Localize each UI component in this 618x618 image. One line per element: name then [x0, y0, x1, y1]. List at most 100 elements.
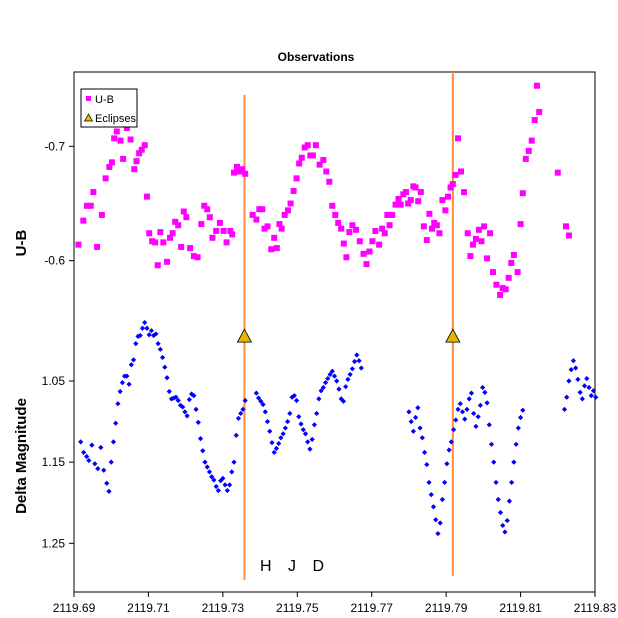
ub-point: [369, 238, 376, 245]
ub-point: [296, 160, 303, 167]
delta-point: [182, 409, 188, 415]
ub-point: [402, 189, 409, 196]
delta-point: [495, 496, 501, 503]
delta-point: [433, 517, 439, 523]
ub-point: [447, 184, 454, 191]
ub-point: [426, 210, 433, 217]
delta-point: [184, 413, 190, 419]
ub-point: [312, 142, 319, 149]
delta-point: [233, 432, 239, 438]
ub-point: [505, 274, 512, 281]
ub-point: [106, 163, 113, 170]
delta-point: [195, 419, 201, 425]
delta-point: [349, 366, 355, 372]
ub-point: [154, 262, 161, 269]
ub-point: [475, 226, 482, 233]
ub-point: [349, 222, 356, 229]
delta-point: [302, 431, 309, 437]
y-tick-label: -0.6: [44, 254, 65, 268]
delta-point: [343, 384, 349, 390]
delta-point: [347, 371, 353, 378]
ub-point: [323, 168, 330, 175]
delta-point: [307, 446, 313, 452]
delta-point: [462, 416, 468, 422]
delta-point: [101, 467, 107, 473]
delta-point: [311, 422, 318, 428]
delta-point: [488, 441, 495, 447]
delta-point: [419, 435, 425, 441]
ub-point: [397, 201, 404, 208]
delta-point: [166, 388, 172, 395]
delta-point: [468, 390, 475, 396]
delta-point: [264, 418, 271, 425]
delta-point: [566, 378, 572, 384]
delta-point: [410, 428, 416, 434]
ub-point: [253, 216, 260, 223]
ub-point: [531, 117, 538, 124]
ub-point: [276, 221, 283, 228]
ub-point: [178, 243, 185, 250]
ub-point: [204, 206, 211, 213]
delta-point: [255, 395, 262, 401]
ub-point: [316, 161, 323, 168]
x-axis: 2119.69 2119.71 2119.73 2119.75 2119.77 2119.…: [53, 592, 617, 615]
ub-axis-title: U-B: [13, 230, 30, 257]
delta-point: [453, 417, 459, 423]
ub-point: [102, 175, 109, 182]
delta-point: [124, 373, 130, 379]
x-tick-label: 2119.73: [202, 601, 245, 615]
delta-point: [235, 415, 242, 421]
delta-point: [148, 328, 155, 334]
delta-point: [588, 392, 594, 399]
ub-point: [123, 125, 130, 132]
ub-point: [98, 211, 105, 218]
delta-point: [473, 423, 479, 430]
delta-point: [442, 479, 448, 486]
delta-point: [193, 406, 199, 412]
delta-point: [242, 397, 248, 404]
ub-point: [478, 238, 485, 245]
delta-point: [486, 422, 492, 428]
ub-point: [152, 239, 159, 246]
legend-ub-swatch: [86, 96, 91, 101]
y-tick-label: -0.7: [44, 139, 65, 153]
ub-point: [169, 230, 176, 237]
delta-point: [115, 401, 121, 407]
ub-point: [127, 136, 134, 143]
delta-point: [135, 333, 141, 339]
delta-point: [457, 401, 463, 407]
delta-point: [515, 425, 521, 431]
delta-point: [477, 402, 483, 408]
ub-point: [167, 234, 174, 241]
delta-point: [258, 398, 264, 404]
ub-point: [379, 225, 386, 232]
delta-point: [502, 529, 508, 535]
delta-point: [151, 332, 157, 339]
delta-point: [325, 375, 331, 382]
delta-point: [285, 418, 291, 425]
ub-point: [467, 253, 474, 260]
ub-point: [87, 202, 94, 209]
ub-point: [198, 221, 205, 228]
delta-point: [157, 346, 163, 352]
delta-axis-title: Delta Magnitude: [13, 398, 30, 514]
ub-point: [329, 202, 336, 209]
delta-point: [78, 439, 84, 445]
delta-point: [593, 394, 599, 400]
delta-point: [155, 341, 161, 347]
delta-point: [130, 357, 137, 363]
legend-eclipse-label: Eclipses: [95, 113, 136, 125]
delta-point: [293, 397, 300, 404]
ub-point: [554, 169, 561, 176]
ub-point: [223, 239, 230, 246]
delta-point: [128, 362, 134, 368]
ub-point: [517, 221, 524, 228]
ub-point: [268, 246, 275, 253]
delta-point: [229, 469, 235, 475]
delta-point: [110, 439, 117, 445]
ub-point: [290, 187, 297, 194]
ub-point: [229, 231, 236, 238]
legend-ub-label: U-B: [95, 94, 114, 106]
delta-point: [504, 517, 510, 524]
ub-point: [366, 248, 373, 255]
